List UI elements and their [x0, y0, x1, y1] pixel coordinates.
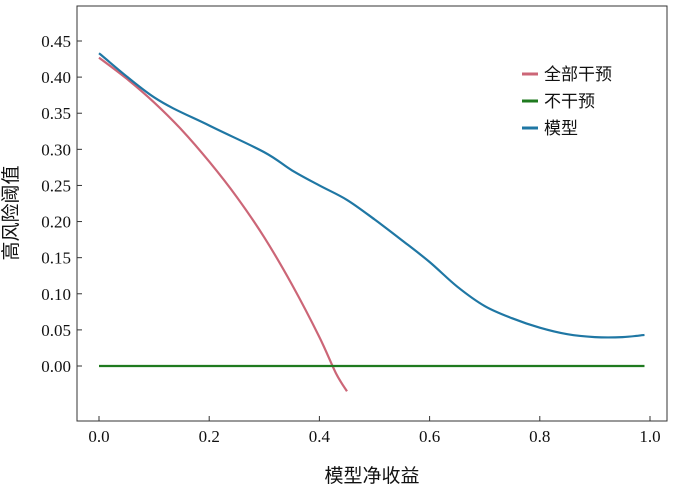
y-axis: 0.00 0.05 0.10 0.15 0.20 0.25 0.30 0.35 0.40 0.45	[41, 32, 82, 376]
x-axis-title: 模型净收益	[324, 465, 419, 487]
y-tick-label: 0.15	[41, 249, 71, 268]
y-tick-label: 0.20	[41, 213, 71, 232]
y-tick-label: 0.35	[41, 104, 71, 123]
x-tick-label: 0.8	[529, 427, 550, 446]
legend-label: 不干预	[544, 92, 595, 112]
x-tick-label: 0.2	[199, 427, 220, 446]
y-tick-label: 0.00	[41, 357, 71, 376]
x-tick-label: 1.0	[639, 427, 660, 446]
y-tick-label: 0.25	[41, 176, 71, 195]
plot-frame	[76, 5, 668, 422]
y-tick-label: 0.40	[41, 68, 71, 87]
y-tick-label: 0.05	[41, 321, 71, 340]
legend-label: 模型	[544, 119, 578, 139]
all-intervention-line	[98, 56, 348, 392]
y-axis-title: 高风险阈值	[0, 165, 22, 260]
series-layer	[98, 52, 645, 392]
y-tick-label: 0.45	[41, 32, 71, 51]
legend-label: 全部干预	[544, 65, 612, 85]
x-tick-label: 0.4	[309, 427, 331, 446]
y-tick-label: 0.10	[41, 285, 71, 304]
y-tick-label: 0.30	[41, 140, 71, 159]
x-tick-label: 0.6	[419, 427, 440, 446]
model-line	[98, 52, 645, 339]
x-axis: 0.0 0.2 0.4 0.6 0.8 1.0	[88, 416, 661, 446]
x-tick-label: 0.0	[88, 427, 109, 446]
